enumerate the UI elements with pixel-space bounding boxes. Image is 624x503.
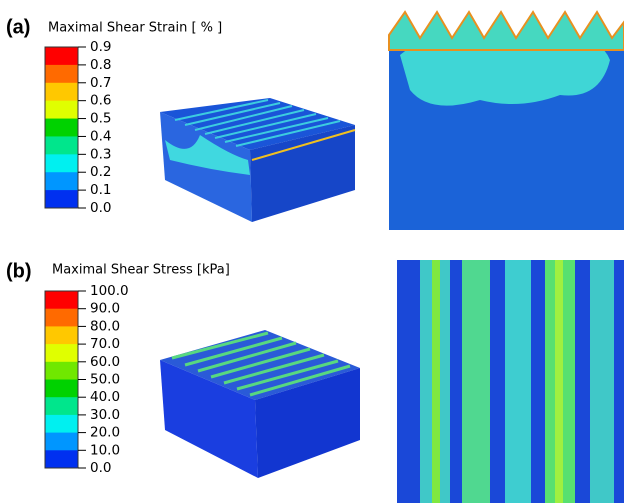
legend-label: 100.0: [90, 283, 129, 299]
legend-label: 60.0: [90, 354, 120, 370]
legend-label: 0.0: [90, 200, 111, 216]
legend-label: 80.0: [90, 318, 120, 334]
panel-label: (b): [6, 260, 32, 282]
color-band: [45, 326, 78, 344]
color-band: [45, 380, 78, 398]
legend-label: 50.0: [90, 372, 120, 388]
panel-title: Maximal Shear Stress [kPa]: [52, 263, 230, 278]
legend-label: 70.0: [90, 336, 120, 352]
color-band: [45, 101, 78, 119]
color-band: [45, 154, 78, 172]
legend-label: 0.3: [90, 146, 111, 162]
legend-label: 90.0: [90, 301, 120, 317]
figure: (a) Maximal Shear Strain [ % ] (b) Maxim…: [0, 0, 624, 503]
color-band: [45, 344, 78, 362]
section-a: [389, 0, 624, 230]
top-view-b: [397, 260, 624, 503]
legend-label: 0.8: [90, 57, 111, 73]
color-band: [45, 362, 78, 380]
color-band: [45, 397, 78, 415]
panel-title: Maximal Shear Strain [ % ]: [48, 21, 222, 36]
color-band: [45, 172, 78, 190]
color-band: [45, 47, 78, 65]
legend-label: 0.6: [90, 93, 111, 109]
block-b: [160, 330, 360, 478]
color-band: [45, 83, 78, 101]
color-band: [45, 65, 78, 83]
legend-label: 0.4: [90, 128, 111, 144]
legend-label: 0.7: [90, 75, 111, 91]
color-band: [45, 433, 78, 451]
legend-label: 0.1: [90, 182, 111, 198]
color-band: [45, 291, 78, 309]
color-band: [45, 190, 78, 208]
legend-label: 10.0: [90, 442, 120, 458]
legend-label: 20.0: [90, 425, 120, 441]
color-band: [45, 450, 78, 468]
legend-label: 0.5: [90, 111, 111, 127]
block-a: [160, 98, 355, 222]
color-band: [45, 309, 78, 327]
legend-label: 30.0: [90, 407, 120, 423]
panel-label: (a): [6, 16, 30, 38]
color-band: [45, 136, 78, 154]
color-band: [45, 119, 78, 137]
legend-label: 0.9: [90, 39, 111, 55]
color-band: [45, 415, 78, 433]
legend-label: 0.2: [90, 164, 111, 180]
legend-label: 0.0: [90, 460, 111, 476]
legend-label: 40.0: [90, 389, 120, 405]
